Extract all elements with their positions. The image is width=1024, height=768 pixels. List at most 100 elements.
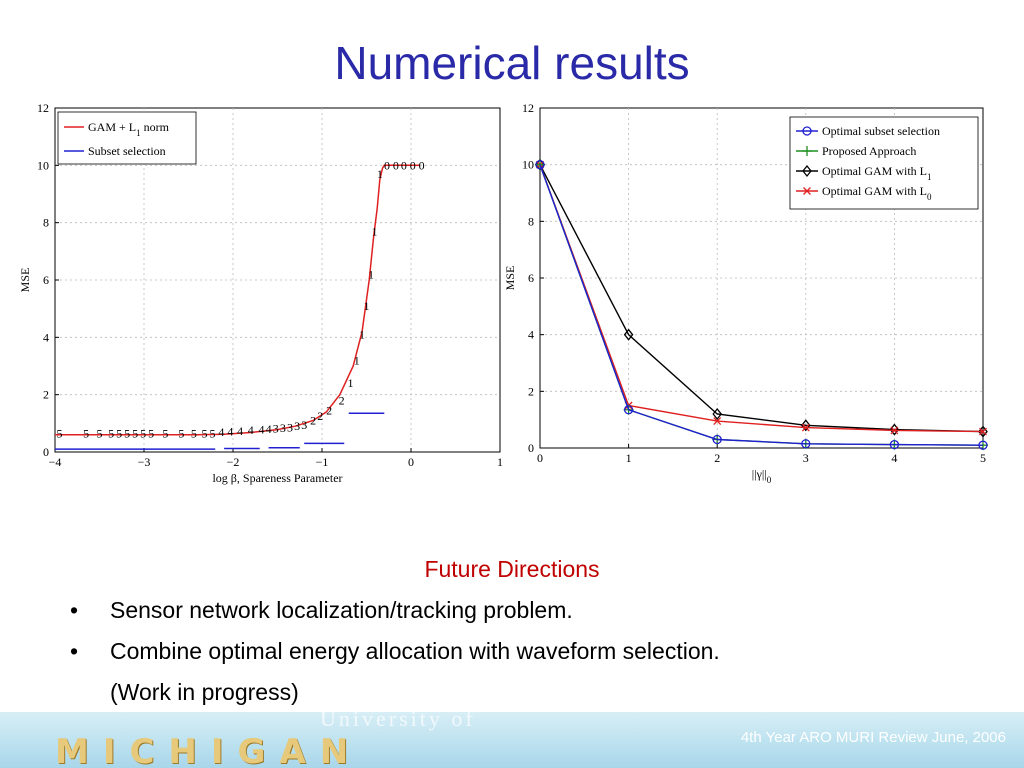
x-tick-label: 0 xyxy=(408,455,414,469)
curve-marker-label: 5 xyxy=(191,426,197,440)
curve-marker-label: 5 xyxy=(83,426,89,440)
x-tick-label: 1 xyxy=(497,455,503,469)
curve-marker-label: 2 xyxy=(326,403,332,417)
curve-marker-label: 2 xyxy=(310,413,316,427)
curve-marker-label: 1 xyxy=(347,376,353,390)
curve-marker-label: 1 xyxy=(354,353,360,367)
curve-marker-label: 4 xyxy=(266,422,272,436)
michigan-logo: MICHIGAN xyxy=(55,732,363,768)
bullet-dot: • xyxy=(70,597,79,623)
curve-marker-label: 4 xyxy=(248,423,254,437)
curve-marker-label: 5 xyxy=(178,426,184,440)
curve-marker-label: 0 xyxy=(419,158,425,172)
y-tick-label: 6 xyxy=(43,273,49,287)
legend-label: Optimal GAM with L1 xyxy=(822,164,932,182)
data-point xyxy=(712,407,723,421)
curve-marker-label: 5 xyxy=(124,426,130,440)
curve-marker-label: 1 xyxy=(368,267,374,281)
data-point xyxy=(802,164,812,178)
y-tick-label: 2 xyxy=(528,384,534,398)
series-line xyxy=(539,164,984,433)
data-point xyxy=(979,427,987,436)
legend: GAM + L1 norm Subset selection xyxy=(57,111,197,165)
bullet-dot: • xyxy=(70,638,79,664)
x-axis-label: ||γ||0 xyxy=(752,467,772,485)
y-tick-label: 10 xyxy=(522,158,534,172)
legend-label: Optimal subset selection xyxy=(822,124,940,138)
x-tick-label: 3 xyxy=(803,451,809,465)
data-point xyxy=(623,328,634,341)
data-point xyxy=(535,159,545,170)
slide-title: Numerical results xyxy=(334,37,690,89)
curve-marker-label: 3 xyxy=(294,419,300,433)
data-point xyxy=(535,160,545,170)
data-point xyxy=(890,426,899,435)
data-point xyxy=(535,158,545,171)
y-tick-label: 8 xyxy=(43,216,49,230)
bullet-item: • Sensor network localization/tracking pr… xyxy=(70,597,573,624)
curve-marker-label: 2 xyxy=(339,393,345,407)
curve-marker-label: 0 xyxy=(401,158,407,172)
curve-marker-label: 3 xyxy=(301,418,307,432)
curve-marker-label: 5 xyxy=(132,426,138,440)
curve-marker-label: 0 xyxy=(384,158,390,172)
legend-label: GAM + L1 norm xyxy=(88,120,170,138)
series-line xyxy=(539,164,984,446)
x-tick-label: 4 xyxy=(891,451,897,465)
university-logo-top: University of xyxy=(320,712,476,731)
x-tick-label: −2 xyxy=(227,455,240,469)
review-caption: 4th Year ARO MURI Review June, 2006 xyxy=(740,729,1006,746)
curve-marker-label: 1 xyxy=(372,224,378,238)
bullet-text: Sensor network localization/tracking pro… xyxy=(110,597,573,623)
legend-label: Optimal GAM with L0 xyxy=(822,184,932,202)
x-tick-label: 1 xyxy=(626,451,632,465)
curve-marker-label: 5 xyxy=(202,426,208,440)
curve-marker-label: 5 xyxy=(162,426,168,440)
curve-marker-label: 4 xyxy=(218,425,224,439)
data-point xyxy=(623,405,634,415)
data-point xyxy=(713,417,722,426)
y-tick-label: 10 xyxy=(37,158,49,172)
data-point xyxy=(978,440,988,450)
y-tick-label: 4 xyxy=(528,328,534,342)
x-axis-label: log β, Spareness Parameter xyxy=(212,471,342,485)
y-tick-label: 8 xyxy=(528,214,534,228)
data-point xyxy=(978,425,988,438)
y-tick-label: 12 xyxy=(37,101,49,115)
curve-marker-label: 5 xyxy=(148,426,154,440)
legend-label: Subset selection xyxy=(88,144,166,158)
legend-label: Proposed Approach xyxy=(822,144,916,158)
footer-banner: University of MICHIGAN 4th Year ARO MURI… xyxy=(0,712,1024,768)
curve-marker-label: 5 xyxy=(210,426,216,440)
curve-marker-label: 5 xyxy=(56,426,62,440)
bullet-continuation: (Work in progress) xyxy=(110,679,299,705)
curve-marker-label: 5 xyxy=(116,426,122,440)
curve-marker-label: 1 xyxy=(364,299,370,313)
series-line-gam-l1 xyxy=(55,164,420,436)
y-tick-label: 0 xyxy=(43,445,49,459)
data-point xyxy=(801,423,810,432)
bullet-item: • Combine optimal energy allocation with … xyxy=(70,638,720,665)
curve-marker-label: 3 xyxy=(280,421,286,435)
x-tick-label: 5 xyxy=(980,451,986,465)
y-axis-label: MSE xyxy=(18,268,32,293)
curve-marker-label: 0 xyxy=(410,158,416,172)
curve-marker-label: 4 xyxy=(237,424,243,438)
data-point xyxy=(802,146,812,156)
x-tick-label: −4 xyxy=(49,455,62,469)
curve-marker-label: 5 xyxy=(140,426,146,440)
data-point xyxy=(802,126,812,136)
curve-marker-label: 5 xyxy=(108,426,114,440)
data-point xyxy=(801,439,811,449)
bullet-text: Combine optimal energy allocation with w… xyxy=(110,638,720,664)
y-tick-label: 6 xyxy=(528,271,534,285)
data-point xyxy=(803,187,811,195)
curve-marker-label: 4 xyxy=(227,424,233,438)
curve-marker-label: 0 xyxy=(393,158,399,172)
x-tick-label: −3 xyxy=(138,455,151,469)
curve-marker-label: 1 xyxy=(359,327,365,341)
curve-marker-label: 1 xyxy=(377,167,383,181)
y-tick-label: 2 xyxy=(43,388,49,402)
